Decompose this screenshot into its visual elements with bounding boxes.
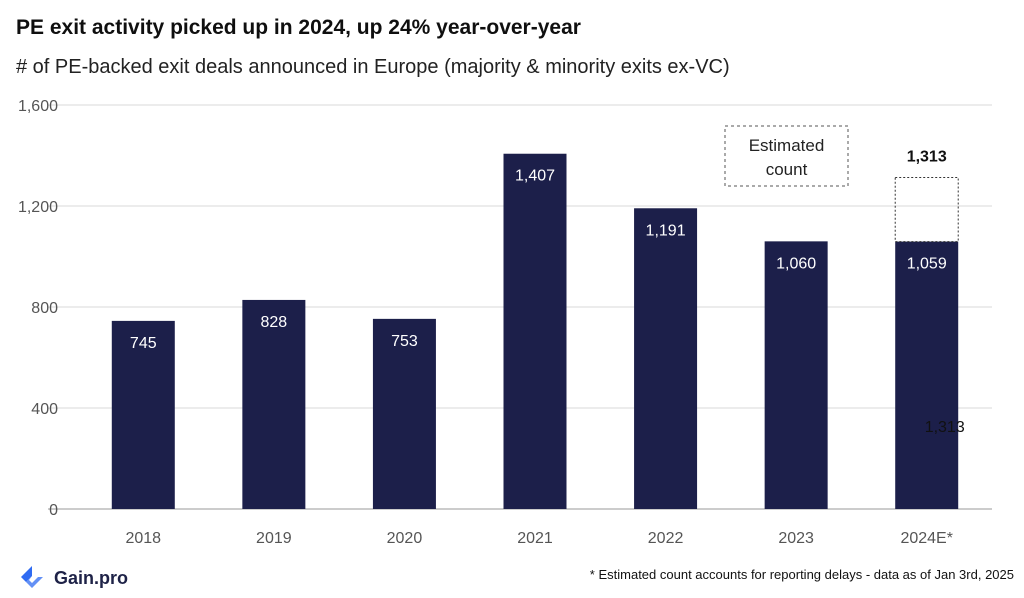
bar-value-label: 1,191 bbox=[646, 222, 686, 239]
estimated-value-label: 1,313 bbox=[907, 148, 947, 165]
bar bbox=[111, 320, 175, 509]
bar bbox=[503, 153, 567, 510]
x-tick-label: 2023 bbox=[778, 530, 814, 547]
x-tick-label: 2019 bbox=[256, 530, 292, 547]
annotation-text: Estimated bbox=[749, 136, 825, 155]
footnote: * Estimated count accounts for reporting… bbox=[589, 567, 1014, 582]
bar-value-label: 745 bbox=[130, 335, 157, 352]
x-tick-label: 2021 bbox=[517, 530, 553, 547]
annotation-text: count bbox=[766, 160, 808, 179]
extra-value-label: 1,313 bbox=[925, 419, 965, 436]
bar-value-label: 1,407 bbox=[515, 168, 555, 185]
bar-value-label: 1,060 bbox=[776, 255, 816, 272]
y-tick-label: 800 bbox=[31, 300, 58, 317]
bar-value-label: 753 bbox=[391, 333, 418, 350]
chart-subtitle: # of PE-backed exit deals announced in E… bbox=[16, 56, 730, 78]
estimated-bar-outline bbox=[894, 176, 959, 243]
bar bbox=[634, 208, 698, 509]
logo-text: Gain.pro bbox=[54, 567, 129, 588]
x-tick-label: 2020 bbox=[387, 530, 423, 547]
x-tick-label: 2018 bbox=[125, 530, 161, 547]
gain-pro-logo-icon bbox=[21, 566, 43, 588]
y-tick-label: 0 bbox=[49, 502, 58, 519]
y-tick-label: 1,600 bbox=[18, 98, 58, 115]
bar bbox=[895, 241, 959, 510]
chart-title: PE exit activity picked up in 2024, up 2… bbox=[16, 16, 581, 39]
x-tick-label: 2022 bbox=[648, 530, 684, 547]
bar bbox=[764, 241, 828, 509]
bar-value-label: 1,059 bbox=[907, 256, 947, 273]
bar bbox=[372, 318, 436, 509]
annotation-box bbox=[724, 125, 849, 187]
bar bbox=[242, 299, 306, 509]
brand-logo: Gain.pro bbox=[18, 564, 128, 592]
x-tick-label: 2024E* bbox=[900, 530, 953, 547]
y-tick-label: 1,200 bbox=[18, 199, 58, 216]
y-tick-label: 400 bbox=[31, 401, 58, 418]
bar-value-label: 828 bbox=[261, 314, 288, 331]
